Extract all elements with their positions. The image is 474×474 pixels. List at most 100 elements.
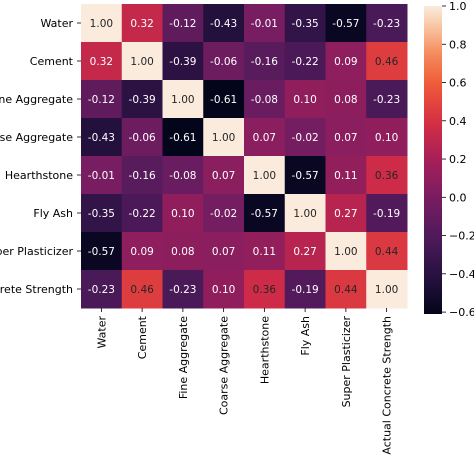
- colorbar-tick-label: 0.6: [449, 77, 467, 90]
- heatmap-cell: [203, 232, 245, 271]
- cell-value-label: -0.22: [292, 56, 319, 68]
- heatmap-cell: [325, 156, 367, 195]
- cell-value-label: 0.46: [130, 284, 154, 296]
- cell-value-label: -0.08: [169, 170, 196, 182]
- cell-value-label: -0.08: [251, 94, 278, 106]
- heatmap-cell: [325, 194, 367, 233]
- row-label: Fly Ash: [33, 207, 73, 220]
- cell-value-label: 0.27: [334, 208, 357, 220]
- heatmap-cell: [121, 270, 163, 309]
- heatmap-cell: [366, 194, 408, 233]
- cell-value-label: -0.57: [292, 170, 319, 182]
- cell-value-label: 1.00: [90, 18, 113, 30]
- colorbar-tick-label: −0.6: [449, 306, 474, 319]
- heatmap-cell: [325, 42, 367, 81]
- heatmap-cell: [284, 156, 326, 195]
- column-label: Fly Ash: [299, 316, 312, 356]
- cell-value-label: -0.39: [129, 94, 156, 106]
- heatmap-cell: [366, 4, 408, 43]
- cell-value-label: -0.23: [373, 18, 400, 30]
- column-label: Water: [95, 316, 108, 349]
- column-label: Super Plasticizer: [340, 316, 353, 408]
- heatmap-cell: [244, 156, 286, 195]
- cell-value-label: -0.61: [210, 94, 237, 106]
- cell-value-label: -0.12: [169, 18, 196, 30]
- heatmap-cell: [81, 4, 123, 43]
- heatmap-cell: [203, 118, 245, 157]
- cell-value-label: -0.43: [210, 18, 237, 30]
- heatmap-cell: [244, 194, 286, 233]
- colorbar-tick-label: 1.0: [449, 0, 467, 13]
- colorbar-tick-label: −0.2: [449, 230, 474, 243]
- cell-value-label: 1.00: [293, 208, 316, 220]
- cell-value-label: 0.11: [334, 170, 357, 182]
- heatmap-cell: [162, 80, 204, 119]
- cell-value-label: -0.43: [88, 132, 115, 144]
- cell-value-label: 0.10: [375, 132, 398, 144]
- heatmap-cell: [203, 156, 245, 195]
- cell-value-label: 1.00: [212, 132, 235, 144]
- heatmap-cell: [162, 42, 204, 81]
- heatmap-cell: [325, 80, 367, 119]
- column-label: Cement: [136, 315, 149, 359]
- heatmap-cell: [121, 194, 163, 233]
- heatmap-cell: [366, 156, 408, 195]
- heatmap-cell: [244, 232, 286, 271]
- row-label: Water: [40, 17, 73, 30]
- column-label: Hearthstone: [258, 316, 271, 384]
- colorbar-tick-label: 0.8: [449, 38, 467, 51]
- cell-value-label: -0.35: [88, 208, 115, 220]
- colorbar-tick-label: 0.4: [449, 115, 467, 128]
- cell-value-label: 1.00: [334, 246, 357, 258]
- heatmap-cell: [121, 156, 163, 195]
- cell-value-label: -0.02: [210, 208, 237, 220]
- cell-value-label: 0.07: [253, 132, 276, 144]
- cell-value-label: 0.07: [212, 170, 235, 182]
- heatmap-cell: [284, 232, 326, 271]
- heatmap-cell: [244, 42, 286, 81]
- heatmap-cell: [284, 118, 326, 157]
- heatmap-cell: [203, 80, 245, 119]
- cell-value-label: -0.61: [169, 132, 196, 144]
- cell-value-label: -0.01: [251, 18, 278, 30]
- cell-value-label: -0.12: [88, 94, 115, 106]
- row-labels: Water Cement Fine Aggregate Coarse Aggregat…: [0, 17, 81, 296]
- row-label: Fine Aggregate: [0, 93, 73, 106]
- row-label: Cement: [30, 55, 74, 68]
- heatmap-cell: [81, 80, 123, 119]
- heatmap-cell: [121, 42, 163, 81]
- cell-value-label: 0.10: [171, 208, 194, 220]
- cell-value-label: -0.57: [88, 246, 115, 258]
- heatmap-cell: [162, 118, 204, 157]
- cell-value-label: -0.06: [210, 56, 237, 68]
- heatmap-cell: [325, 270, 367, 309]
- cell-value-label: 0.09: [334, 56, 357, 68]
- cell-value-label: 1.00: [375, 284, 398, 296]
- cell-value-label: 0.36: [375, 170, 399, 182]
- cell-value-label: -0.16: [251, 56, 278, 68]
- row-label: Coarse Aggregate: [0, 131, 73, 144]
- cell-value-label: -0.57: [332, 18, 359, 30]
- heatmap-cell: [366, 270, 408, 309]
- heatmap-cell: [162, 232, 204, 271]
- heatmap-cell: [244, 118, 286, 157]
- heatmap-cell: [284, 194, 326, 233]
- cell-value-label: 0.11: [253, 246, 276, 258]
- heatmap-cell: [81, 194, 123, 233]
- heatmap-cell: [121, 118, 163, 157]
- colorbar-tick-label: −0.4: [449, 268, 474, 281]
- heatmap-cell: [325, 118, 367, 157]
- cell-value-label: 0.08: [171, 246, 194, 258]
- heatmap-cell: [203, 194, 245, 233]
- colorbar: −0.6 −0.4 −0.2 0.0 0.2 0.4 0.6 0.8 1.0: [424, 0, 474, 319]
- cell-value-label: 0.46: [375, 56, 399, 68]
- heatmap-cell: [203, 42, 245, 81]
- cell-value-label: 0.10: [212, 284, 235, 296]
- column-label: Actual Concrete Strength: [381, 316, 394, 455]
- column-label: Coarse Aggregate: [218, 316, 231, 415]
- cell-value-label: 0.44: [334, 284, 358, 296]
- cell-value-label: 0.27: [293, 246, 316, 258]
- cell-value-label: 0.07: [334, 132, 357, 144]
- cell-value-label: -0.22: [129, 208, 156, 220]
